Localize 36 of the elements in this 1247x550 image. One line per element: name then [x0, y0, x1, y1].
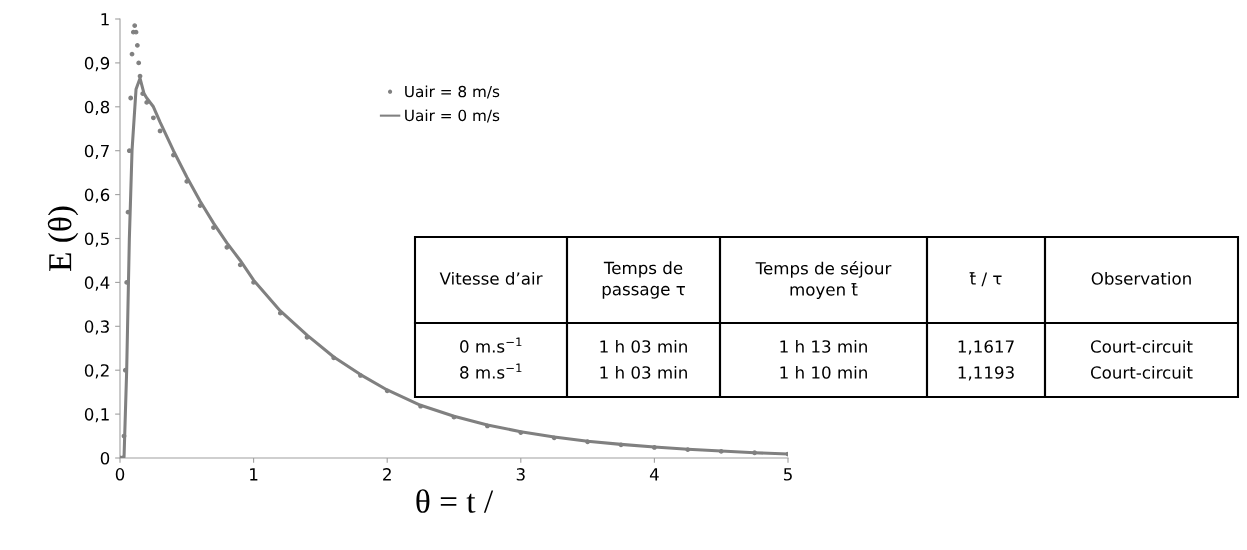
text: t̄ / τ: [969, 272, 1002, 287]
annotation: 8 m.s$^{−1}$: [460, 363, 522, 379]
y-axis-title: E (θ): [47, 206, 79, 271]
y-tick-label: 0,3: [84, 320, 109, 335]
y-tick-label: 0,1: [84, 408, 109, 423]
text: 1,1617: [958, 340, 1014, 355]
text: 1,1193: [958, 366, 1014, 381]
x-tick-label: 0: [115, 468, 125, 481]
y-tick-label: 0,5: [84, 232, 109, 247]
annotation: 1 h 03 min: [600, 339, 687, 353]
text: Court-circuit: [1090, 339, 1193, 353]
text: Observation: [1091, 271, 1191, 285]
y-tick-label: 0,4: [84, 276, 110, 291]
y-tick-label: 1: [101, 13, 109, 26]
annotation: Temps de passage τ: [602, 261, 685, 299]
y-tick-label: 0,2: [84, 364, 109, 379]
legend-label: Uair = 8 m/s: [405, 85, 500, 99]
annotation: Temps de séjour moyen t̄: [755, 261, 892, 299]
annotation: 1 h 13 min: [780, 339, 867, 353]
annotation: Vitesse d’air: [439, 271, 543, 285]
x-tick-label: 2: [383, 468, 391, 481]
annotation: 0 m.s$^{−1}$: [460, 337, 522, 353]
text: Court-circuit: [1090, 365, 1193, 379]
y-tick-label: 0,8: [84, 100, 110, 116]
legend-label: Uair = 0 m/s: [405, 109, 500, 123]
x-tick-label: 4: [649, 468, 659, 481]
y-tick-label: 0,9: [84, 56, 110, 72]
annotation: 1 h 10 min: [780, 365, 867, 379]
y-tick-label: 0,6: [84, 188, 110, 203]
x-tick-label: 3: [516, 468, 525, 481]
y-tick-label: 0: [100, 451, 110, 465]
x-tick-label: 1: [250, 468, 258, 481]
y-tick-label: 0,7: [84, 144, 109, 159]
x-axis-title: θ = t /: [416, 489, 494, 513]
x-tick-label: 5: [783, 468, 792, 481]
annotation: 1 h 03 min: [600, 365, 687, 379]
